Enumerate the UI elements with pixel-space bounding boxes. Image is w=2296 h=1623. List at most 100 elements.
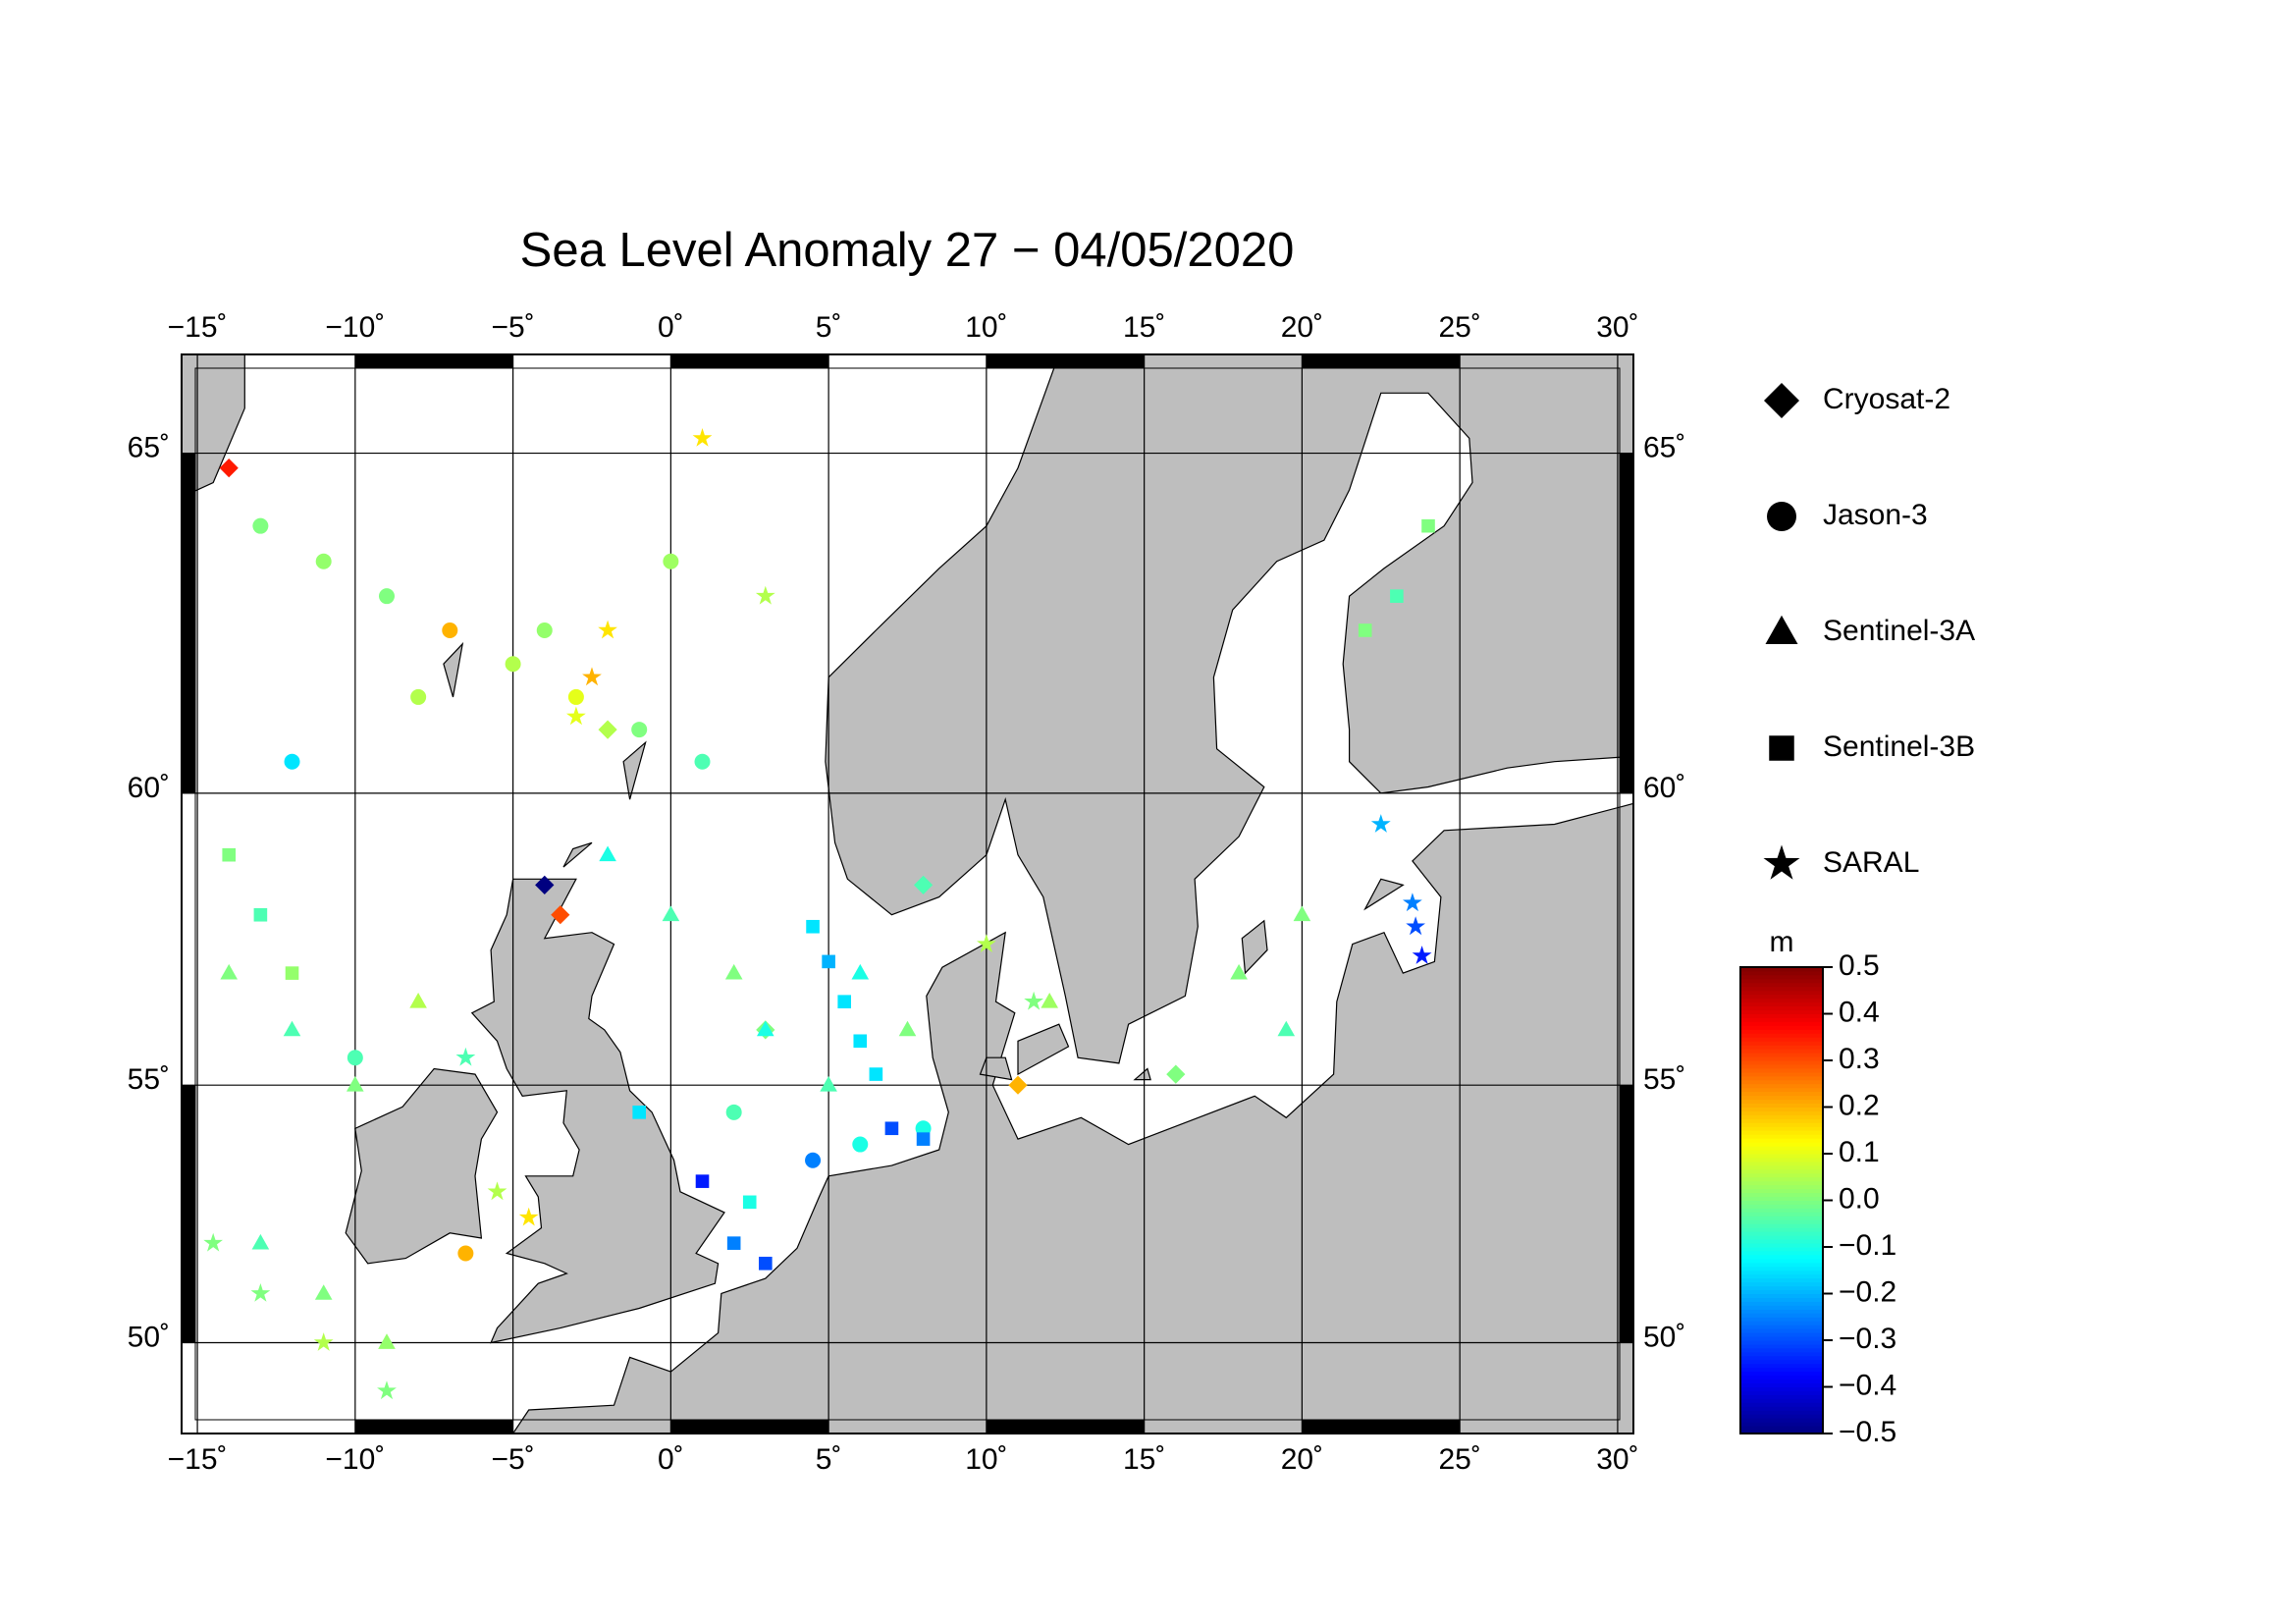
track-point	[284, 753, 300, 770]
frame-bar	[670, 354, 829, 368]
colorbar-cell	[1740, 1401, 1823, 1407]
colorbar-cell	[1740, 990, 1823, 996]
track-point	[315, 553, 332, 569]
colorbar-cell	[1740, 1099, 1823, 1105]
y-tick-label: 60˚	[128, 772, 170, 804]
colorbar-cell	[1740, 1266, 1823, 1271]
track-point	[1166, 1064, 1186, 1084]
colorbar-cell	[1740, 1382, 1823, 1387]
colorbar-cell	[1740, 1203, 1823, 1209]
track-point	[1293, 905, 1311, 922]
x-tick-label: 5˚	[816, 1443, 842, 1476]
colorbar-cell	[1740, 1226, 1823, 1232]
colorbar-cell	[1740, 1397, 1823, 1403]
colorbar-cell	[1740, 1351, 1823, 1357]
frame-bar	[354, 354, 513, 368]
tracks	[203, 428, 1435, 1400]
track-point	[853, 1034, 868, 1049]
colorbar-tick-label: −0.4	[1839, 1369, 1896, 1401]
track-point	[455, 1047, 476, 1066]
track-point	[694, 753, 711, 770]
colorbar-cell	[1740, 1304, 1823, 1310]
track-point	[757, 1020, 774, 1037]
x-tick-label: −15˚	[168, 1443, 228, 1476]
colorbar-cell	[1740, 1091, 1823, 1097]
colorbar-cell	[1740, 1367, 1823, 1373]
colorbar-cell	[1740, 1320, 1823, 1325]
colorbar-cell	[1740, 1355, 1823, 1361]
track-point	[314, 1284, 333, 1300]
legend-label: SARAL	[1823, 846, 1919, 879]
colorbar-cell	[1740, 1324, 1823, 1329]
colorbar-cell	[1740, 1200, 1823, 1205]
colorbar-cell	[1740, 1059, 1823, 1065]
colorbar-cell	[1740, 1335, 1823, 1341]
colorbar-cell	[1740, 1196, 1823, 1201]
colorbar-cell	[1740, 1157, 1823, 1163]
track-point	[599, 845, 616, 862]
track-point	[724, 963, 743, 980]
colorbar-cell	[1740, 1293, 1823, 1298]
colorbar-tick-label: 0.3	[1839, 1043, 1880, 1075]
colorbar-cell	[1740, 1343, 1823, 1349]
colorbar-tick-label: 0.1	[1839, 1136, 1880, 1168]
colorbar-cell	[1740, 1425, 1823, 1431]
track-point	[725, 1104, 742, 1120]
track-point	[250, 1283, 271, 1302]
colorbar-cell	[1740, 1184, 1823, 1190]
y-tick-label: 65˚	[128, 432, 170, 464]
frame-bar	[670, 1420, 829, 1434]
track-point	[598, 720, 617, 739]
legend-symbol	[1764, 383, 1799, 418]
track-point	[898, 1020, 917, 1037]
colorbar-unit: m	[1770, 926, 1794, 958]
colorbar-cell	[1740, 1192, 1823, 1198]
colorbar-cell	[1740, 1254, 1823, 1260]
y-tick-label: 55˚	[1643, 1063, 1685, 1096]
land-mass	[470, 878, 725, 1344]
track-point	[220, 963, 238, 980]
track-point	[631, 722, 648, 738]
x-tick-label: 0˚	[658, 1443, 684, 1476]
colorbar-cell	[1740, 1211, 1823, 1217]
colorbar-cell	[1740, 1036, 1823, 1042]
land-mass	[1133, 1067, 1151, 1081]
colorbar-cell	[1740, 1067, 1823, 1073]
track-point	[487, 1181, 507, 1201]
colorbar-cell	[1740, 1048, 1823, 1054]
track-point	[1370, 814, 1391, 833]
track-point	[742, 1195, 757, 1210]
track-point	[536, 622, 553, 638]
colorbar-cell	[1740, 1347, 1823, 1353]
track-point	[222, 847, 237, 862]
track-point	[566, 706, 586, 726]
colorbar-cell	[1740, 1109, 1823, 1115]
track-point	[915, 1120, 932, 1137]
track-point	[283, 1020, 301, 1037]
x-tick-label: 30˚	[1596, 311, 1638, 344]
track-point	[837, 995, 851, 1008]
colorbar: m 0.5 0.4 0.3 0.2 0.1 0.0 −0.1 −0.2 −0.3 −0.4 −0.5	[1739, 926, 1896, 1448]
track-point	[313, 1332, 334, 1351]
colorbar-cell	[1740, 1052, 1823, 1057]
track-point	[1390, 589, 1404, 603]
colorbar-cell	[1740, 1359, 1823, 1365]
y-tick-label: 65˚	[1643, 432, 1685, 464]
track-point	[518, 1207, 539, 1226]
track-point	[755, 585, 775, 605]
frame-bar	[986, 354, 1145, 368]
track-point	[1024, 991, 1043, 1010]
track-point	[806, 919, 820, 934]
colorbar-cell	[1740, 1379, 1823, 1384]
track-point	[692, 428, 713, 447]
track-point	[632, 1106, 647, 1119]
colorbar-cell	[1740, 1172, 1823, 1178]
track-point	[457, 1245, 474, 1262]
colorbar-cell	[1740, 1075, 1823, 1081]
legend-label: Sentinel-3A	[1823, 615, 1975, 647]
legend-label: Sentinel-3B	[1823, 730, 1975, 763]
colorbar-tick-label: 0.5	[1839, 949, 1880, 982]
land-mass	[562, 841, 593, 868]
x-tick-label: −15˚	[168, 311, 228, 344]
land-mass	[1363, 878, 1405, 911]
